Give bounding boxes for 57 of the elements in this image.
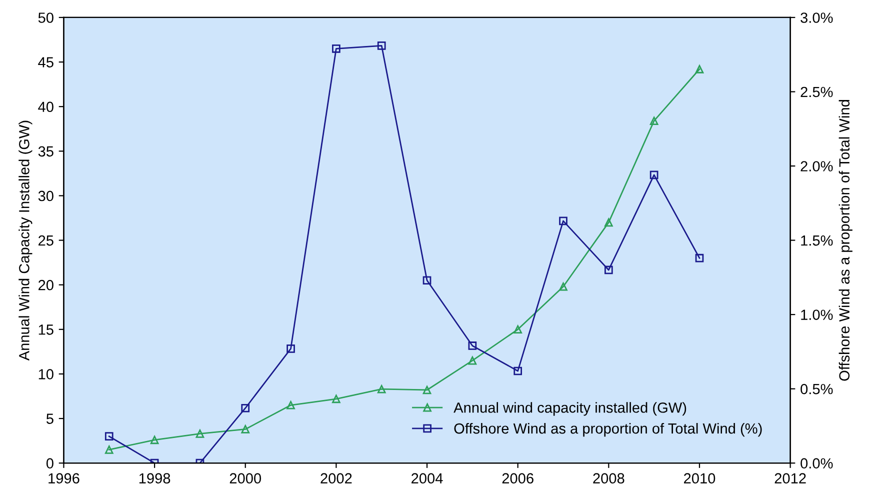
x-tick-label: 2008: [593, 473, 624, 484]
legend-label: Offshore Wind as a proportion of Total Wind (%): [454, 422, 762, 437]
y-tick-label: 35: [38, 146, 54, 157]
y2-tick-label: 2.0%: [800, 161, 833, 172]
point: [241, 404, 250, 412]
y-tick-label: 0: [46, 458, 54, 468]
y-tick-label: 5: [46, 414, 54, 424]
y2-tick-label: 0.0%: [800, 458, 833, 468]
point: [104, 432, 114, 441]
point: [286, 400, 295, 410]
point: [559, 282, 568, 291]
y-tick-label: 15: [38, 324, 54, 335]
point: [377, 42, 386, 50]
point: [104, 446, 114, 454]
x-tick-label: 2000: [230, 473, 262, 484]
x-tick-label: 2006: [502, 473, 534, 484]
y-tick-label: 30: [38, 190, 54, 202]
y2-tick-label: 1.0%: [801, 310, 833, 320]
x-tick-label: 1996: [48, 473, 80, 484]
point: [650, 170, 658, 180]
y-tick-label: 40: [38, 102, 54, 112]
y-tick-label: 10: [38, 369, 54, 380]
point: [468, 356, 477, 365]
point: [196, 429, 204, 438]
y2-tick-label: 2.5%: [800, 86, 833, 98]
point: [695, 254, 704, 262]
y2-tick-label: 1.5%: [801, 235, 833, 246]
point: [241, 425, 250, 434]
point: [604, 266, 613, 274]
y-tick-label: 50: [38, 12, 54, 23]
point: [332, 44, 340, 53]
y2-axis-title: Offshore Wind as a proportion of Total Wind: [838, 100, 852, 381]
y-tick-label: 25: [38, 235, 54, 246]
legend-label: Annual wind capacity installed (GW): [454, 402, 686, 416]
point: [514, 366, 522, 376]
y-tick-label: 20: [38, 280, 54, 290]
point: [377, 384, 386, 394]
y2-tick-label: 0.5%: [800, 384, 833, 394]
y2-tick-label: 3.0%: [800, 12, 833, 23]
x-tick-label: 2012: [774, 473, 806, 484]
y-tick-label: 45: [38, 57, 54, 68]
x-tick-label: 2004: [412, 473, 443, 484]
x-tick-label: 2010: [684, 473, 716, 484]
point: [604, 218, 613, 227]
point: [695, 64, 704, 74]
point: [150, 436, 159, 444]
point: [514, 325, 522, 334]
point: [422, 276, 432, 285]
point: [559, 216, 568, 226]
x-tick-label: 2002: [320, 473, 352, 484]
x-tick-label: 1998: [139, 473, 170, 484]
point: [332, 394, 340, 404]
point: [286, 344, 295, 353]
point: [468, 342, 477, 350]
point: [650, 116, 658, 126]
y-axis-title: Annual Wind Capacity Installed (GW): [18, 120, 32, 361]
point: [422, 386, 432, 394]
